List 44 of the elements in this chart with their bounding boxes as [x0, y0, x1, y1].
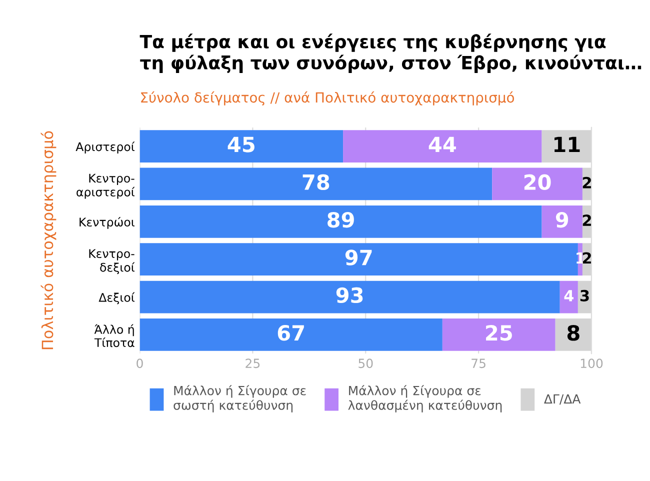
y-tick-label: Κεντρο- δεξιοί: [89, 249, 135, 274]
data-label: 25: [486, 324, 512, 341]
data-label: 2: [582, 176, 591, 188]
bar: [442, 318, 556, 351]
data-label: 97: [345, 250, 372, 266]
chart-subtitle: Σύνολο δείγματος // ανά Πολιτικό αυτοχαρακτηρισμό: [141, 91, 514, 106]
data-label: 2: [582, 214, 591, 226]
data-label: 3: [580, 290, 589, 302]
bar: [343, 130, 542, 163]
data-label: 2: [582, 252, 591, 264]
data-label: 93: [336, 287, 363, 304]
data-label: 8: [567, 324, 580, 341]
data-label: 89: [328, 212, 354, 228]
legend-label: Μάλλον ή Σίγουρα σε λανθασμένη κατεύθυνση: [348, 385, 502, 412]
data-label: 78: [302, 174, 330, 190]
x-tick-label: 100: [580, 358, 603, 368]
y-tick-label: Δεξιοί: [98, 292, 135, 304]
bar: [140, 205, 542, 238]
data-label: 44: [428, 136, 456, 152]
data-label: 4: [564, 290, 574, 302]
chart-title: Τα μέτρα και οι ενέργειες της κυβέρνησης για τη φύλαξη των συνόρων, στον Έβρο, κινούνται…: [140, 34, 642, 73]
bar: [140, 243, 578, 276]
y-tick-label: Αριστεροί: [76, 142, 135, 154]
bar: [140, 168, 492, 200]
x-tick-label: 0: [136, 358, 143, 368]
data-label: 67: [278, 325, 304, 341]
y-tick-label: Άλλο ή Τίποτα: [94, 324, 134, 348]
legend-label: Μάλλον ή Σίγουρα σε σωστή κατεύθυνση: [174, 385, 306, 412]
bar: [140, 130, 344, 163]
bar: [542, 205, 582, 238]
y-tick-label: Κεντρο- αριστεροί: [76, 174, 135, 199]
data-label: 9: [556, 212, 568, 228]
data-label: 11: [554, 136, 580, 152]
bar: [140, 280, 560, 314]
bar: [492, 168, 582, 200]
bar: [140, 318, 442, 351]
y-axis-title: Πολιτικό αυτοχαρακτηρισμό: [40, 131, 56, 350]
x-tick-label: 25: [246, 358, 260, 368]
x-tick-label: 75: [472, 358, 486, 368]
x-tick-label: 50: [358, 358, 373, 368]
legend-label: ΔΓ/ΔΑ: [544, 394, 581, 405]
y-tick-label: Κεντρώοι: [80, 216, 134, 229]
data-label: 45: [228, 136, 254, 152]
data-label: 20: [524, 174, 551, 190]
